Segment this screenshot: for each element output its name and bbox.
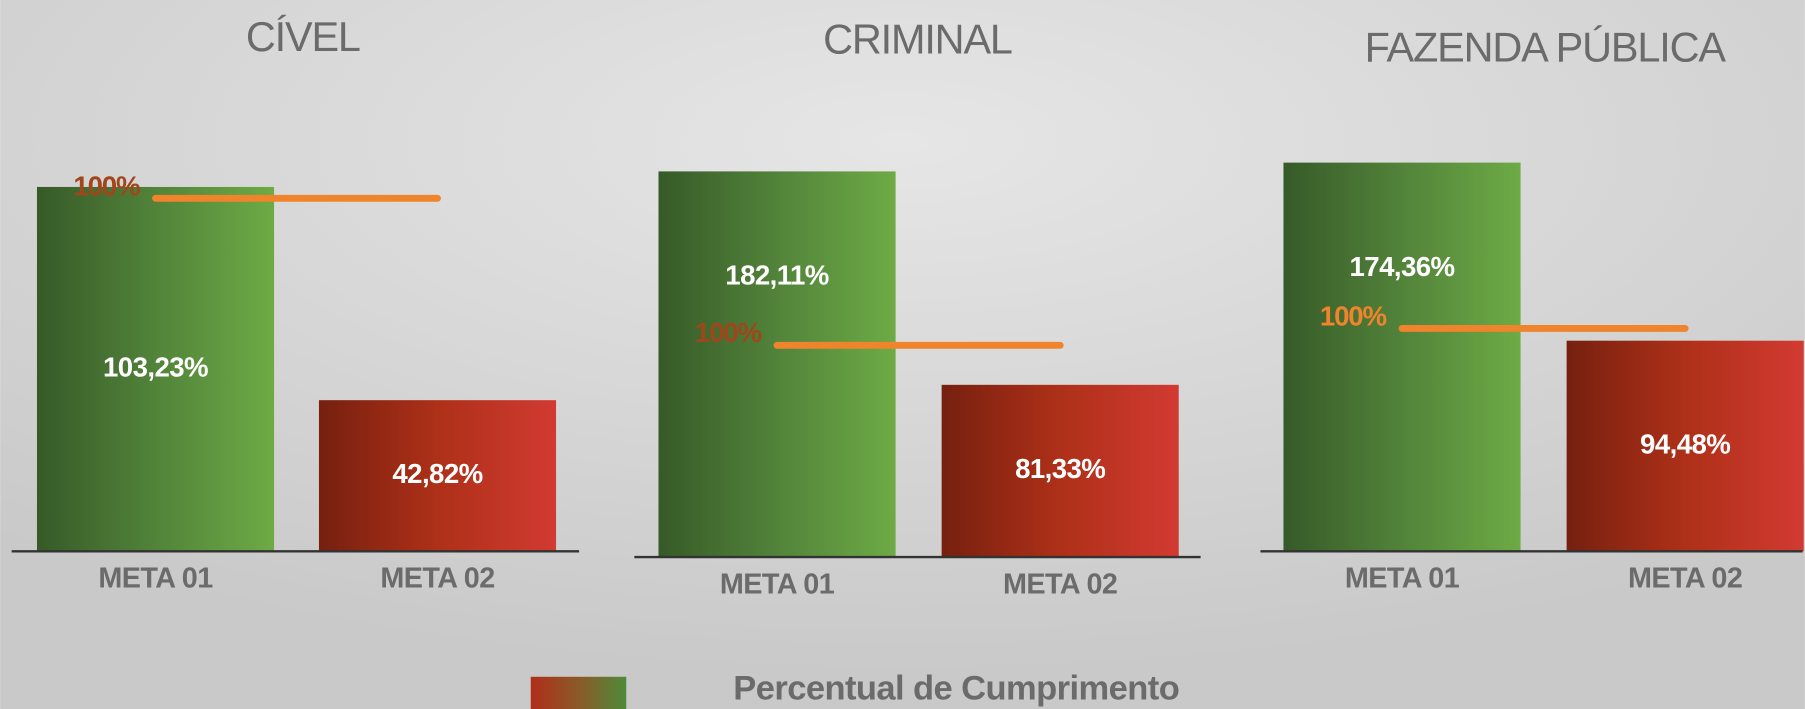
bar bbox=[1566, 340, 1804, 552]
x-tick-label: META 01 bbox=[98, 563, 213, 595]
x-tick-label: META 01 bbox=[720, 568, 835, 600]
reference-label: 100% bbox=[73, 170, 140, 201]
chart-title: FAZENDA PÚBLICA bbox=[1365, 24, 1727, 71]
data-label: 42,82% bbox=[392, 458, 482, 489]
x-tick-label: META 02 bbox=[1003, 568, 1117, 600]
legend-swatch bbox=[530, 676, 627, 709]
bar bbox=[941, 384, 1179, 558]
data-label: 182,11% bbox=[725, 260, 828, 291]
data-label: 94,48% bbox=[1640, 428, 1730, 459]
x-tick-label: META 01 bbox=[1345, 563, 1460, 595]
bar bbox=[658, 171, 896, 558]
reference-label: 100% bbox=[1320, 300, 1387, 331]
data-label: 103,23% bbox=[103, 351, 208, 382]
x-tick-label: META 02 bbox=[380, 563, 494, 595]
reference-label: 100% bbox=[695, 317, 762, 348]
x-tick-label: META 02 bbox=[1628, 563, 1742, 595]
bar bbox=[318, 400, 557, 552]
bar bbox=[1283, 162, 1521, 552]
data-label: 174,36% bbox=[1350, 251, 1455, 282]
chart-title: CÍVEL bbox=[246, 13, 360, 60]
data-label: 81,33% bbox=[1015, 453, 1105, 484]
chart-title: CRIMINAL bbox=[823, 16, 1012, 63]
bar bbox=[36, 186, 275, 552]
legend-label: Percentual de Cumprimento bbox=[733, 670, 1179, 708]
